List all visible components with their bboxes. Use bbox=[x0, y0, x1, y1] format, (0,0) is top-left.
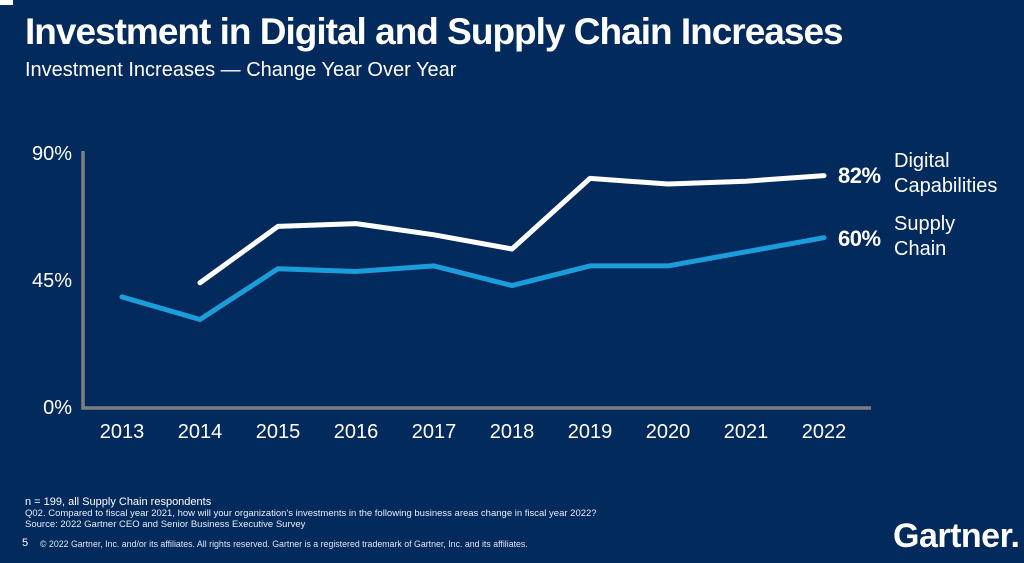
x-axis-tick-label: 2013 bbox=[100, 421, 145, 443]
supply-chain-line bbox=[119, 235, 827, 322]
digital-capabilities-line bbox=[197, 173, 827, 286]
x-axis-tick-label: 2014 bbox=[178, 421, 223, 443]
x-axis-tick-label: 2021 bbox=[724, 421, 769, 443]
footnote-source: Source: 2022 Gartner CEO and Senior Busi… bbox=[25, 518, 306, 530]
x-axis-tick-label: 2016 bbox=[334, 421, 379, 443]
corner-artifact bbox=[0, 0, 13, 5]
footnote-question: Q02. Compared to fiscal year 2021, how w… bbox=[25, 508, 597, 519]
x-axis-tick-label: 2015 bbox=[256, 421, 301, 443]
digital-value-label: 82% bbox=[838, 163, 881, 188]
copyright-text: © 2022 Gartner, Inc. and/or its affiliat… bbox=[40, 539, 528, 549]
y-axis-tick-labels: 90% 45% 0% bbox=[32, 143, 72, 419]
y-axis-tick-label: 45% bbox=[32, 270, 72, 292]
page-number: 5 bbox=[22, 537, 29, 549]
footnotes-block: n = 199, all Supply Chain respondents Q0… bbox=[25, 496, 785, 530]
x-axis-tick-label: 2022 bbox=[802, 421, 847, 443]
x-axis-tick-labels: 2013 2014 2015 2016 2017 2018 2019 2020 2021 2022 bbox=[100, 421, 847, 443]
y-axis-tick-label: 0% bbox=[43, 397, 72, 419]
x-axis-tick-label: 2020 bbox=[646, 421, 691, 443]
supply-series-label: Supply Chain bbox=[894, 213, 956, 260]
digital-series-label: Digital Capabilities bbox=[894, 150, 998, 197]
supply-value-label: 60% bbox=[838, 226, 881, 251]
x-axis-tick-label: 2017 bbox=[412, 421, 457, 443]
footnote-sample-size: n = 199, all Supply Chain respondents bbox=[25, 496, 212, 508]
chart-axes bbox=[81, 151, 871, 410]
slide-subtitle: Investment Increases — Change Year Over … bbox=[25, 59, 457, 81]
x-axis-tick-label: 2019 bbox=[568, 421, 613, 443]
x-axis-tick-label: 2018 bbox=[490, 421, 535, 443]
slide-title: Investment in Digital and Supply Chain I… bbox=[25, 11, 844, 52]
y-axis-tick-label: 90% bbox=[32, 143, 72, 165]
gartner-logo: Gartner. bbox=[893, 517, 1020, 555]
